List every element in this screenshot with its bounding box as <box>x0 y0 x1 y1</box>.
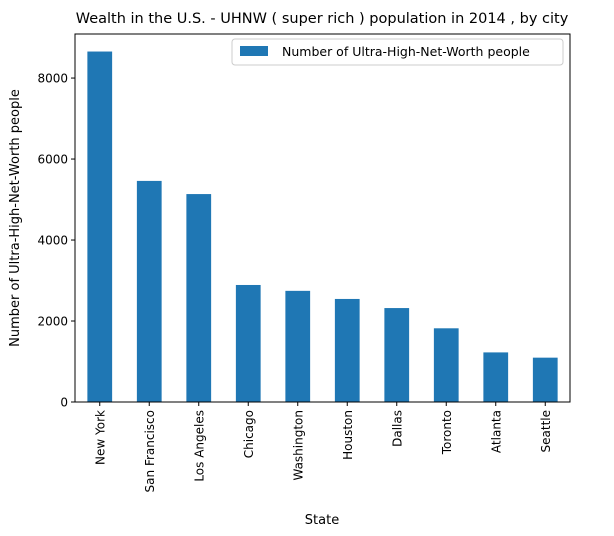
x-tick-label: Chicago <box>242 410 256 458</box>
y-tick-label: 6000 <box>37 153 68 167</box>
legend: Number of Ultra-High-Net-Worth people <box>231 38 564 66</box>
bar-houston <box>334 298 360 402</box>
x-tick-label: Washington <box>291 410 305 481</box>
x-tick-label: Seattle <box>539 410 553 452</box>
x-tick-label: Houston <box>341 410 355 460</box>
plot-area-frame <box>74 33 571 403</box>
legend-frame <box>231 38 564 66</box>
x-tick-label: San Francisco <box>143 410 157 492</box>
y-tick-label: 2000 <box>37 315 68 329</box>
x-tick-label: Atlanta <box>489 410 503 453</box>
y-tick-label: 8000 <box>37 72 68 86</box>
x-tick-label: Los Angeles <box>192 410 206 482</box>
y-tick-label: 0 <box>60 396 68 410</box>
y-axis-label: Number of Ultra-High-Net-Worth people <box>8 89 23 347</box>
bar-new-york <box>87 51 113 402</box>
x-axis-label: State <box>305 513 339 528</box>
y-tick-label: 4000 <box>37 234 68 248</box>
x-tick-label: Dallas <box>390 410 404 447</box>
legend-label: Number of Ultra-High-Net-Worth people <box>282 44 530 59</box>
chart-title: Wealth in the U.S. - UHNW ( super rich )… <box>76 11 569 27</box>
bar-washington <box>285 290 311 402</box>
bar-atlanta <box>483 352 509 402</box>
bars-group <box>87 51 558 402</box>
x-tick-label: Toronto <box>440 410 454 455</box>
bar-dallas <box>384 308 410 402</box>
bar-seattle <box>532 357 558 402</box>
x-axis-ticks: New York San Francisco Los Angeles Chicago W… <box>93 402 553 492</box>
bar-chicago <box>235 284 261 402</box>
bar-san-francisco <box>136 180 162 402</box>
x-tick-label: New York <box>93 410 107 465</box>
y-axis-ticks: 0 2000 4000 6000 8000 <box>37 72 75 410</box>
bar-toronto <box>433 328 459 402</box>
bar-los-angeles <box>186 194 212 402</box>
legend-swatch <box>240 46 268 56</box>
